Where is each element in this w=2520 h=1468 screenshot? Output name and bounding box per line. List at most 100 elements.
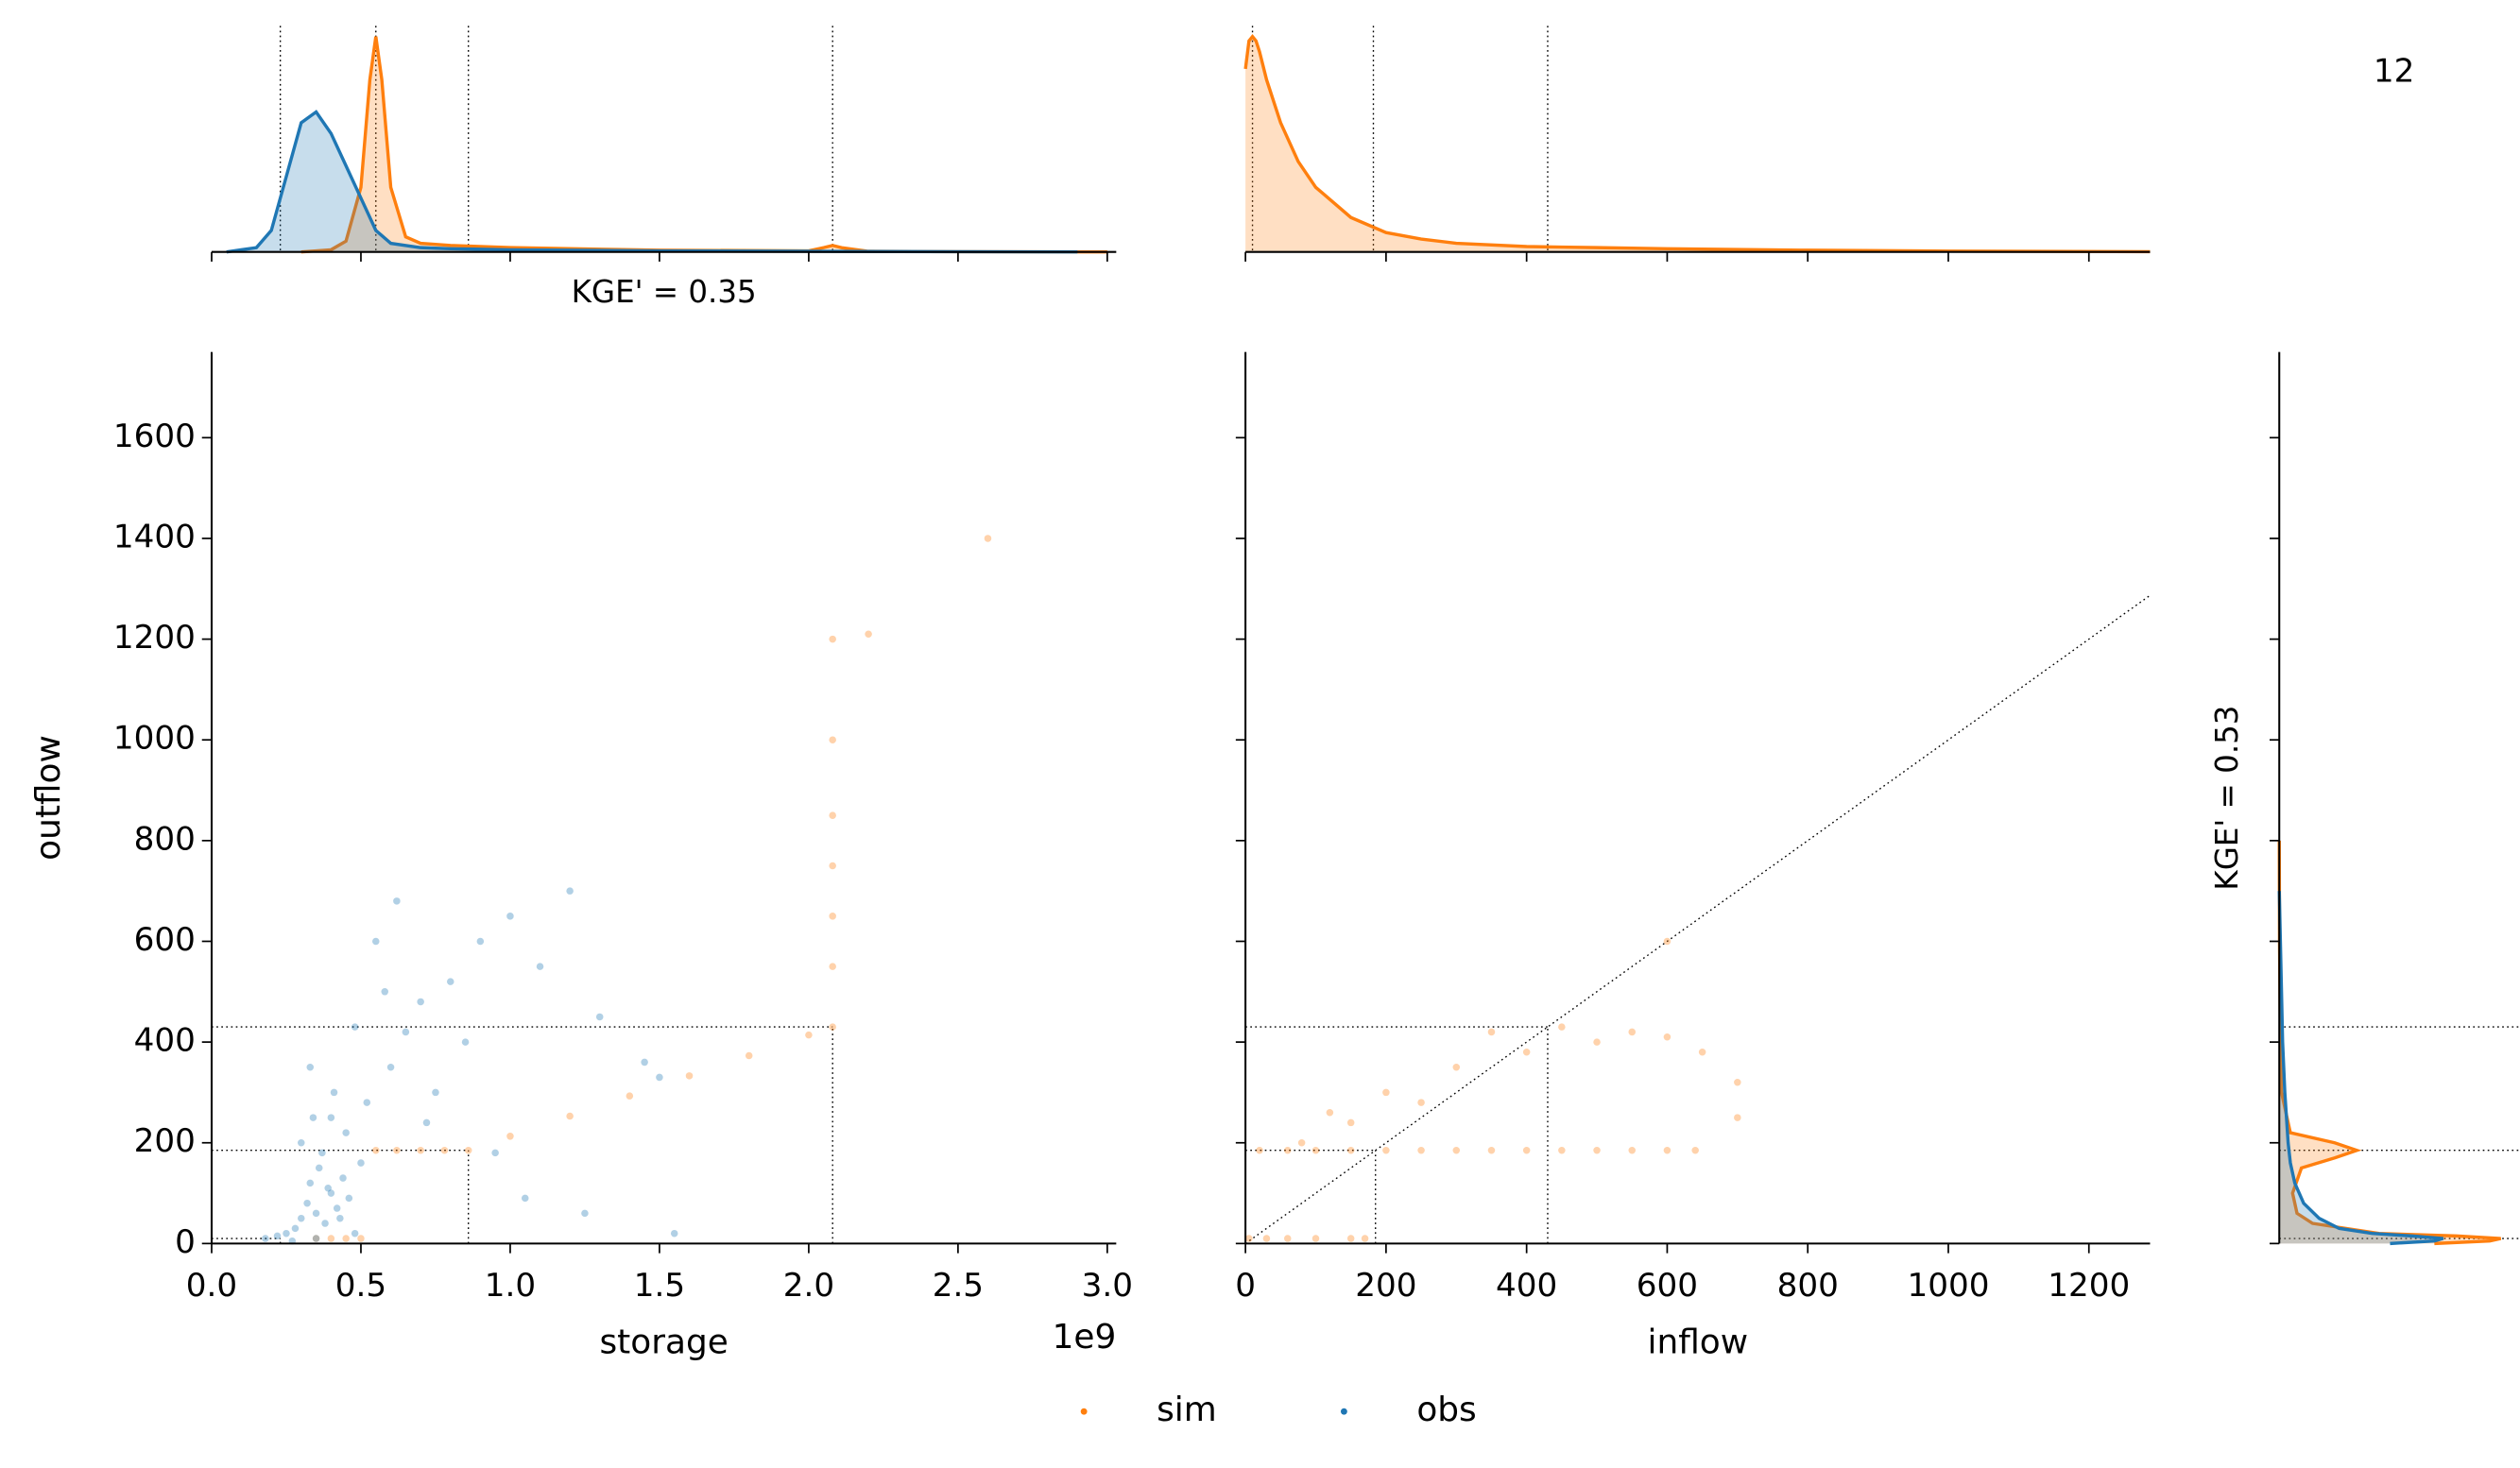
point xyxy=(506,1133,514,1140)
legend-marker xyxy=(1340,1408,1347,1415)
point xyxy=(381,988,389,996)
point xyxy=(318,1149,326,1157)
density-area xyxy=(226,111,1078,252)
point xyxy=(357,1235,365,1242)
y-tick-label: 600 xyxy=(134,921,196,959)
point xyxy=(315,1164,323,1172)
point xyxy=(312,1209,320,1218)
x-tick-label: 0.5 xyxy=(335,1267,386,1305)
point xyxy=(685,1072,694,1080)
point xyxy=(262,1235,269,1242)
x-tick-label: 600 xyxy=(1637,1267,1698,1305)
point xyxy=(303,1199,311,1207)
point xyxy=(393,897,401,905)
point xyxy=(402,1028,410,1036)
point xyxy=(283,1229,290,1238)
annotation: KGE' = 0.53 xyxy=(2209,706,2245,891)
point xyxy=(336,1214,344,1222)
panel-label: 12 xyxy=(2374,52,2415,90)
x-tick-label: 200 xyxy=(1355,1267,1416,1305)
point xyxy=(1558,1146,1566,1154)
point xyxy=(626,1092,634,1100)
point xyxy=(422,1118,431,1127)
identity-line xyxy=(1244,594,2151,1244)
point xyxy=(829,736,836,743)
point xyxy=(440,1146,449,1154)
point xyxy=(1346,1235,1355,1242)
legend-marker xyxy=(1080,1408,1088,1415)
point xyxy=(1256,1146,1263,1154)
x-axis-label: storage xyxy=(599,1323,728,1361)
y-tick-label: 0 xyxy=(175,1223,196,1261)
point xyxy=(291,1224,300,1233)
point xyxy=(805,1031,813,1039)
point xyxy=(1691,1146,1699,1154)
point xyxy=(1283,1235,1292,1242)
density-area xyxy=(2279,891,2443,1244)
x-tick-label: 2.0 xyxy=(783,1267,834,1305)
point xyxy=(865,630,872,639)
x-tick-label: 0.0 xyxy=(186,1267,237,1305)
point xyxy=(829,1023,836,1031)
point xyxy=(1558,1023,1566,1031)
x-tick-label: 1.5 xyxy=(634,1267,685,1305)
point xyxy=(372,937,380,946)
point xyxy=(1698,1049,1706,1056)
point xyxy=(461,1038,470,1046)
point xyxy=(309,1114,317,1121)
point xyxy=(656,1073,663,1082)
point xyxy=(1346,1146,1355,1154)
x-tick-label: 400 xyxy=(1496,1267,1557,1305)
y-tick-label: 200 xyxy=(134,1122,196,1160)
point xyxy=(1382,1088,1390,1097)
point xyxy=(333,1204,341,1212)
point xyxy=(1487,1146,1496,1154)
point xyxy=(566,1112,574,1120)
density-line xyxy=(2277,840,2502,1246)
y-tick-label: 800 xyxy=(134,820,196,858)
x-tick-label: 1.0 xyxy=(485,1267,536,1305)
point xyxy=(491,1149,499,1157)
point xyxy=(1382,1146,1390,1154)
density-line xyxy=(1243,34,2151,254)
point xyxy=(506,913,514,920)
point xyxy=(1663,937,1671,946)
point xyxy=(1734,1078,1741,1086)
x-tick-label: 1000 xyxy=(1907,1267,1989,1305)
point xyxy=(1297,1138,1306,1147)
x-tick-label: 0 xyxy=(1235,1267,1256,1305)
point xyxy=(1283,1146,1292,1154)
point xyxy=(745,1051,753,1060)
point xyxy=(581,1209,589,1218)
y-axis-label: outflow xyxy=(29,735,68,861)
point xyxy=(312,1235,320,1242)
point xyxy=(321,1220,329,1227)
point xyxy=(1417,1146,1425,1154)
density-area xyxy=(1245,36,2151,252)
legend-label: obs xyxy=(1416,1391,1476,1429)
point xyxy=(1452,1146,1461,1154)
point xyxy=(1326,1108,1334,1117)
y-tick-label: 1400 xyxy=(113,518,196,555)
y-tick-label: 1000 xyxy=(113,720,196,758)
density-area xyxy=(300,36,1107,252)
point xyxy=(829,811,836,819)
point xyxy=(1311,1146,1320,1154)
point xyxy=(345,1194,353,1203)
point xyxy=(342,1235,350,1242)
point xyxy=(476,937,485,946)
point xyxy=(417,1146,424,1154)
point xyxy=(1361,1235,1369,1242)
point xyxy=(641,1058,648,1067)
point xyxy=(363,1099,371,1106)
density-line xyxy=(300,36,1107,254)
point xyxy=(312,1235,320,1242)
point xyxy=(298,1138,305,1147)
point xyxy=(446,978,454,985)
point xyxy=(1628,1146,1637,1154)
point xyxy=(566,887,574,895)
annotation: KGE' = 0.35 xyxy=(572,274,757,310)
point xyxy=(273,1232,282,1240)
point xyxy=(1311,1235,1320,1242)
